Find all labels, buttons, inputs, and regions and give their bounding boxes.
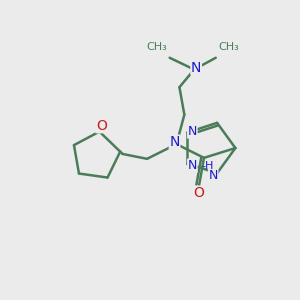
Text: N: N [169,135,180,149]
Text: O: O [96,119,107,133]
Text: N: N [188,125,197,138]
Text: O: O [194,186,205,200]
Text: CH₃: CH₃ [146,42,167,52]
Text: N: N [188,159,197,172]
Text: CH₃: CH₃ [219,42,239,52]
Text: N: N [191,61,201,75]
Text: -H: -H [201,160,214,171]
Text: N: N [208,169,218,182]
